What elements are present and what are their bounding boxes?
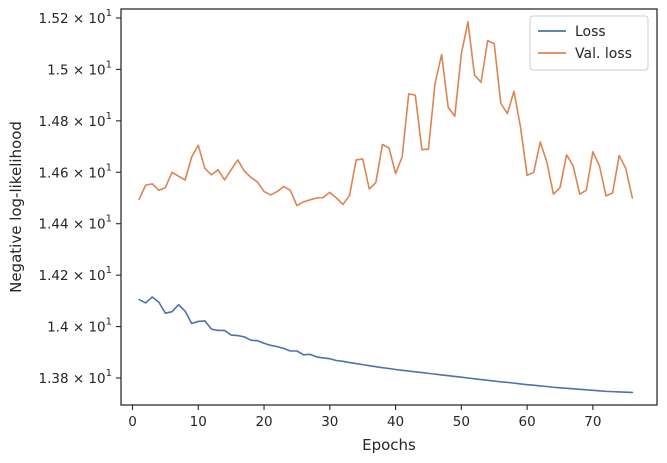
y-tick-label: 1.4 × 101 (47, 317, 112, 336)
series-line-val-loss (138, 21, 634, 207)
legend-label: Loss (575, 24, 606, 40)
y-tick-label: 1.46 × 101 (38, 162, 112, 181)
plot-lines (138, 21, 634, 394)
legend: Loss Val. loss (529, 15, 649, 71)
y-tick-label: 1.38 × 101 (38, 368, 112, 387)
y-tick-label: 1.48 × 101 (38, 111, 112, 130)
y-tick-label: 1.44 × 101 (38, 214, 112, 233)
y-tick-label: 1.42 × 101 (38, 265, 112, 284)
series-line-loss (138, 296, 634, 394)
y-tick-label: 1.52 × 101 (38, 8, 112, 27)
x-tick-label: 70 (584, 414, 601, 430)
legend-label: Val. loss (575, 46, 632, 62)
y-axis-label: Negative log-likelihood (7, 121, 25, 293)
x-axis-ticks: 0 10 20 30 40 50 60 70 (128, 405, 601, 430)
x-tick-label: 30 (321, 414, 338, 430)
plot-frame (120, 8, 658, 406)
x-tick-label: 50 (453, 414, 470, 430)
legend-box (529, 15, 649, 71)
x-tick-label: 10 (190, 414, 207, 430)
x-tick-label: 0 (128, 414, 137, 430)
y-tick-label: 1.5 × 101 (47, 59, 112, 78)
x-tick-label: 20 (255, 414, 272, 430)
x-axis-label: Epochs (362, 436, 416, 454)
y-axis-ticks: 1.38 × 101 1.4 × 101 1.42 × 101 1.44 × 101 1… (38, 8, 121, 387)
x-tick-label: 40 (387, 414, 404, 430)
x-tick-label: 60 (519, 414, 536, 430)
